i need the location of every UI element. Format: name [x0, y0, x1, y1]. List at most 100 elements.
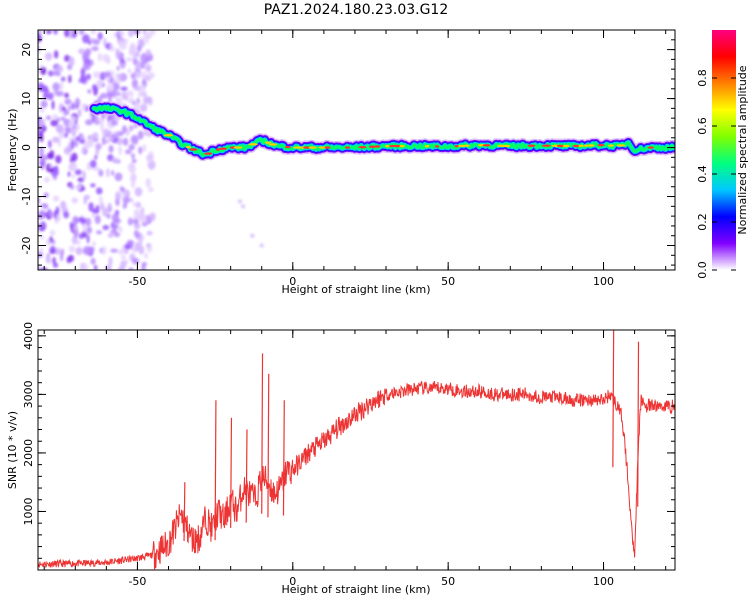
spectrogram-x-tick-label: 0 [289, 275, 296, 288]
spectrogram-ridge-peak [463, 144, 470, 147]
snr-spike [267, 373, 270, 518]
spectrogram-noise-blob [113, 130, 118, 139]
spectrogram-noise-blob [131, 153, 135, 159]
spectrogram-noise-blob [108, 134, 114, 142]
spectrogram-noise-blob [51, 70, 60, 76]
spectrogram-noise-blob [133, 223, 141, 230]
spectrogram-noise-blob [87, 89, 92, 94]
spectrogram-noise-blob [51, 114, 59, 120]
spectrogram-noise-blob [122, 203, 127, 209]
spectrogram-noise-blob [78, 30, 85, 35]
snr-x-tick-label: 0 [289, 575, 296, 588]
spectrogram-ridge-peak [324, 146, 331, 149]
figure-title: PAZ1.2024.180.23.03.G12 [264, 2, 449, 18]
snr-x-tick-label: 100 [593, 575, 614, 588]
spectrogram-noise-blob [64, 30, 70, 38]
spectrogram-noise-blob [128, 267, 134, 270]
spectrogram-ridge-peak [219, 147, 227, 150]
spectrogram-ridge-peak [578, 144, 584, 148]
spectrogram-noise-blob [90, 246, 95, 252]
spectrogram-noise-blob [148, 187, 154, 193]
spectrogram-noise-blob [63, 211, 70, 219]
spectrogram-noise-blob [92, 39, 101, 45]
spectrogram-panel: -50 0 50 100 -20 -10 0 10 20 Height of straight … [6, 29, 676, 296]
spectrogram-noise-blob [83, 195, 88, 205]
spectrogram-noise-blob [56, 213, 62, 222]
spectrogram-noise-blob [120, 260, 127, 270]
spectrogram-noise-blob [78, 48, 85, 55]
spectrogram-ridge-peak [457, 144, 466, 148]
spectrogram-noise-blob [45, 255, 50, 263]
spectrogram-noise-blob [142, 30, 147, 36]
spectrogram-noise-blob [50, 119, 59, 127]
spectrogram-noise-blob [114, 218, 122, 224]
spectrogram-noise-blob [116, 131, 124, 137]
spectrogram-noise-blob [55, 154, 62, 164]
spectrogram-noise-blob [79, 134, 85, 141]
spectrogram-noise-blob [55, 206, 60, 215]
spectrogram-noise-blob [69, 161, 78, 172]
spectrogram-noise-blob [97, 32, 103, 40]
spectrogram-noise-blob [127, 30, 134, 38]
spectrogram-noise-blob [103, 37, 107, 46]
spectrogram-noise-blob [74, 97, 81, 108]
spectrogram-x-tick-label: -50 [128, 275, 146, 288]
spectrogram-noise-blob [71, 127, 77, 137]
spectrogram-y-tick-label: -10 [20, 188, 33, 206]
spectrogram-ridge-peak [608, 144, 614, 147]
spectrogram-noise-blob [46, 152, 53, 160]
spectrogram-noise-blob [92, 71, 101, 79]
snr-ticks: -50 0 50 100 1000 2000 3000 4000 [22, 322, 675, 588]
snr-spike [230, 417, 233, 528]
colorbar-tick-label: 0.6 [696, 117, 709, 135]
spectrogram-noise-blob [85, 217, 92, 227]
spectrogram-noise-blob [108, 145, 114, 153]
spectrogram-noise-blob [115, 72, 120, 80]
snr-spikes [183, 330, 640, 542]
spectrogram-noise-blob [110, 170, 115, 176]
spectrogram-noise-blob [121, 125, 127, 134]
spectrogram-noise-blob [135, 64, 139, 72]
spectrogram-noise-blob [75, 136, 81, 141]
spectrogram-noise-blob [55, 90, 64, 97]
spectrogram-noise-blob [98, 81, 103, 88]
spectrogram-ridge-peak [541, 144, 551, 147]
spectrogram-noise-blob [75, 184, 82, 190]
spectrogram-ridge-peak [572, 144, 580, 148]
spectrogram-noise-blob [125, 149, 132, 155]
spectrogram-ridge-peak [597, 143, 605, 147]
spectrogram-noise-blob [54, 247, 61, 255]
spectrogram-noise-blob [125, 57, 133, 62]
spectrogram-noise-blob [71, 139, 75, 150]
spectrogram-noise-blob [39, 221, 47, 231]
spectrogram-noise-blob [96, 142, 100, 150]
spectrogram-noise-blob [82, 170, 86, 181]
spectrogram-noise-blob [79, 75, 87, 83]
spectrogram-ridge-peak [284, 145, 291, 149]
spectrogram-ridge-peak [424, 145, 430, 148]
spectrogram-noise-blob [72, 215, 79, 225]
snr-spike [245, 429, 248, 523]
spectrogram-noise-blob [49, 229, 56, 236]
spectrogram-noise-blob [80, 68, 86, 78]
spectrogram-noise-blob [127, 217, 133, 226]
spectrogram-noise-blob [98, 169, 104, 177]
spectrogram-noise-blob [53, 50, 59, 59]
spectrogram-noise-blob [90, 183, 96, 188]
spectrogram-ridge-peak [584, 144, 589, 147]
spectrogram-noise-blob [38, 133, 43, 139]
spectrogram-noise-blob [68, 30, 73, 39]
spectrogram-noise-blob [49, 167, 54, 173]
spectrogram-noise-blob [92, 241, 96, 247]
spectrogram-noise-blob [41, 125, 47, 132]
spectrogram-ridge-peak [399, 144, 405, 148]
snr-series-line [38, 380, 675, 570]
spectrogram-noise-blob [82, 51, 90, 61]
spectrogram-noise-blob [106, 83, 114, 94]
spectrogram-noise-blob [78, 216, 84, 222]
spectrogram-noise-blob [127, 68, 132, 74]
spectrogram-noise-blob [90, 257, 96, 265]
spectrogram-noise-blob [48, 70, 54, 77]
spectrogram-noise-blob [141, 235, 145, 241]
spectrogram-x-tick-label: 50 [441, 275, 455, 288]
